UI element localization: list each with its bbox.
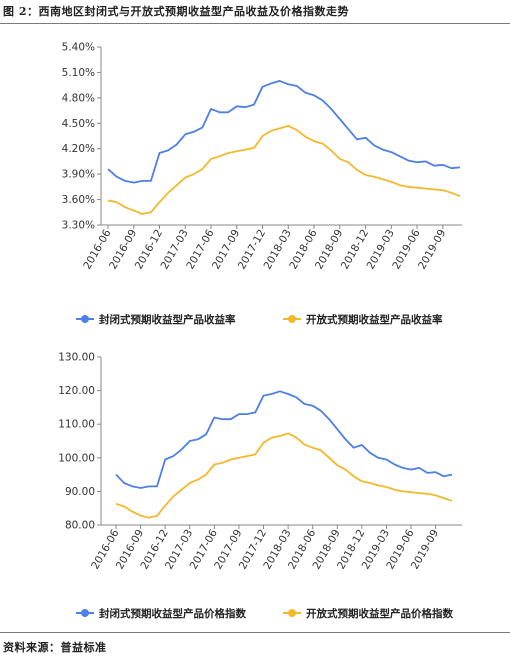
chart1-y-tick-label: 4.50% (62, 118, 95, 130)
chart2-series-1-line (115, 390, 453, 489)
chart2-legend-label-1: 封闭式预期收益型产品价格指数 (99, 607, 246, 620)
chart2-series-2-line (115, 432, 453, 519)
chart2-y-tick-label: 80.00 (65, 520, 95, 532)
chart1-y-tick-label: 5.40% (62, 42, 95, 54)
chart2-legend-label-2: 开放式预期收益型产品价格指数 (306, 607, 453, 620)
chart1-y-tick-label: 4.20% (62, 143, 95, 155)
chart1-series-1-line (107, 80, 461, 184)
bottom-divider (0, 632, 510, 633)
chart2-y-tick-label: 90.00 (65, 486, 95, 498)
chart1-y-tick-label: 3.60% (62, 194, 95, 206)
chart2-legend-marker-2 (288, 609, 296, 617)
chart2-y-tick-label: 100.00 (58, 452, 95, 464)
source-note: 资料来源：普益标准 (3, 641, 107, 654)
top-divider (0, 23, 510, 24)
chart2-y-tick-label: 130.00 (58, 352, 95, 364)
chart2-y-tick-label: 110.00 (58, 419, 95, 431)
chart1-y-tick-label: 5.10% (62, 67, 95, 79)
chart1-legend-marker-1 (81, 315, 89, 323)
chart1-y-tick-label: 4.80% (62, 92, 95, 104)
chart-canvas: 3.30% 3.60% 3.90% 4.20% 4.50% 4.80% 5.10% 5.40%… (58, 42, 462, 620)
chart1-series-2-line (107, 124, 461, 215)
chart1-legend-marker-2 (288, 315, 296, 323)
chart2-y-tick-label: 120.00 (58, 385, 95, 397)
chart1-y-tick-label: 3.90% (62, 169, 95, 181)
chart1-legend-label-1: 封闭式预期收益型产品收益率 (99, 313, 236, 326)
chart2-legend-marker-1 (81, 609, 89, 617)
chart1-y-tick-label: 3.30% (62, 220, 95, 232)
chart1-legend-label-2: 开放式预期收益型产品收益率 (306, 313, 443, 326)
figure-title: 图 2：西南地区封闭式与开放式预期收益型产品收益及价格指数走势 (3, 5, 349, 18)
